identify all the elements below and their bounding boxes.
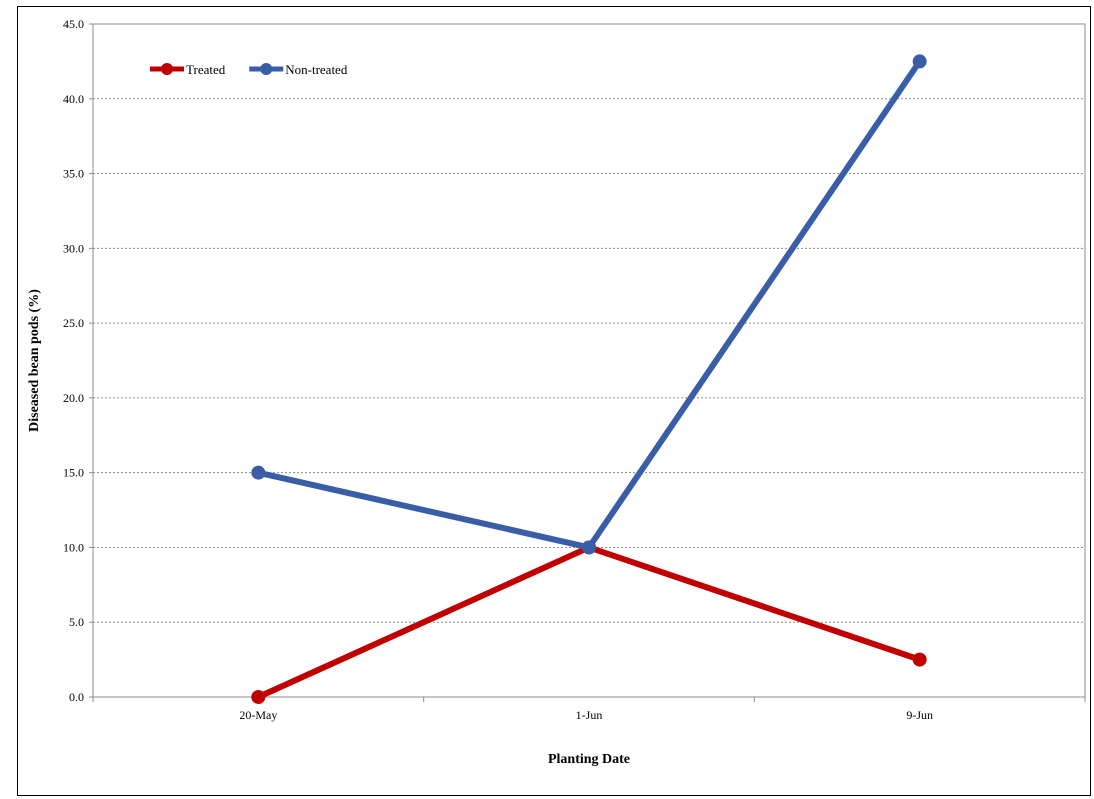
y-axis-title: Diseased bean pods (%): [27, 289, 42, 432]
y-tick-label: 15.0: [63, 466, 84, 480]
x-tick-label: 9-Jun: [906, 708, 933, 722]
legend-marker: [260, 63, 273, 75]
y-tick-label: 10.0: [63, 540, 84, 554]
y-axis-ticks: 0.0 5.0 10.0 15.0 20.0 25.0 30.0 35.0 40.0 45.0: [63, 17, 93, 704]
x-axis-title: Planting Date: [548, 752, 630, 767]
data-point: [251, 690, 266, 704]
series-line-1: [255, 58, 923, 551]
y-tick-label: 30.0: [63, 241, 84, 255]
y-tick-label: 40.0: [63, 92, 84, 106]
y-tick-label: 45.0: [63, 17, 84, 31]
plot-area: [92, 23, 1086, 698]
legend-label: Treated: [186, 62, 226, 77]
data-point: [251, 465, 266, 480]
x-tick-label: 20-May: [239, 708, 277, 722]
data-point: [582, 540, 596, 555]
x-tick-label: 1-Jun: [576, 708, 603, 722]
y-tick-label: 20.0: [63, 391, 84, 405]
y-tick-label: 0.0: [69, 690, 84, 704]
data-point: [912, 54, 927, 69]
legend: Treated Non-treated: [150, 62, 348, 77]
y-tick-label: 5.0: [69, 615, 84, 629]
y-tick-label: 25.0: [63, 316, 84, 330]
legend-marker: [161, 63, 173, 75]
legend-label: Non-treated: [285, 62, 348, 77]
data-point: [912, 652, 927, 667]
legend-item: Non-treated: [249, 62, 348, 77]
legend-item: Treated: [150, 62, 226, 77]
y-tick-label: 35.0: [63, 167, 84, 181]
series-layer: [251, 54, 927, 704]
chart-frame: [17, 6, 1091, 796]
x-axis-ticks: 20-May 1-Jun 9-Jun: [92, 697, 1086, 722]
